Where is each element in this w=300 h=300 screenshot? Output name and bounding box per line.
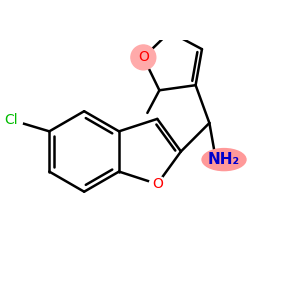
Text: Cl: Cl bbox=[4, 113, 18, 127]
Ellipse shape bbox=[201, 148, 247, 171]
Text: O: O bbox=[152, 177, 163, 191]
Circle shape bbox=[131, 45, 156, 70]
Text: O: O bbox=[138, 50, 149, 64]
Text: NH₂: NH₂ bbox=[208, 152, 240, 167]
